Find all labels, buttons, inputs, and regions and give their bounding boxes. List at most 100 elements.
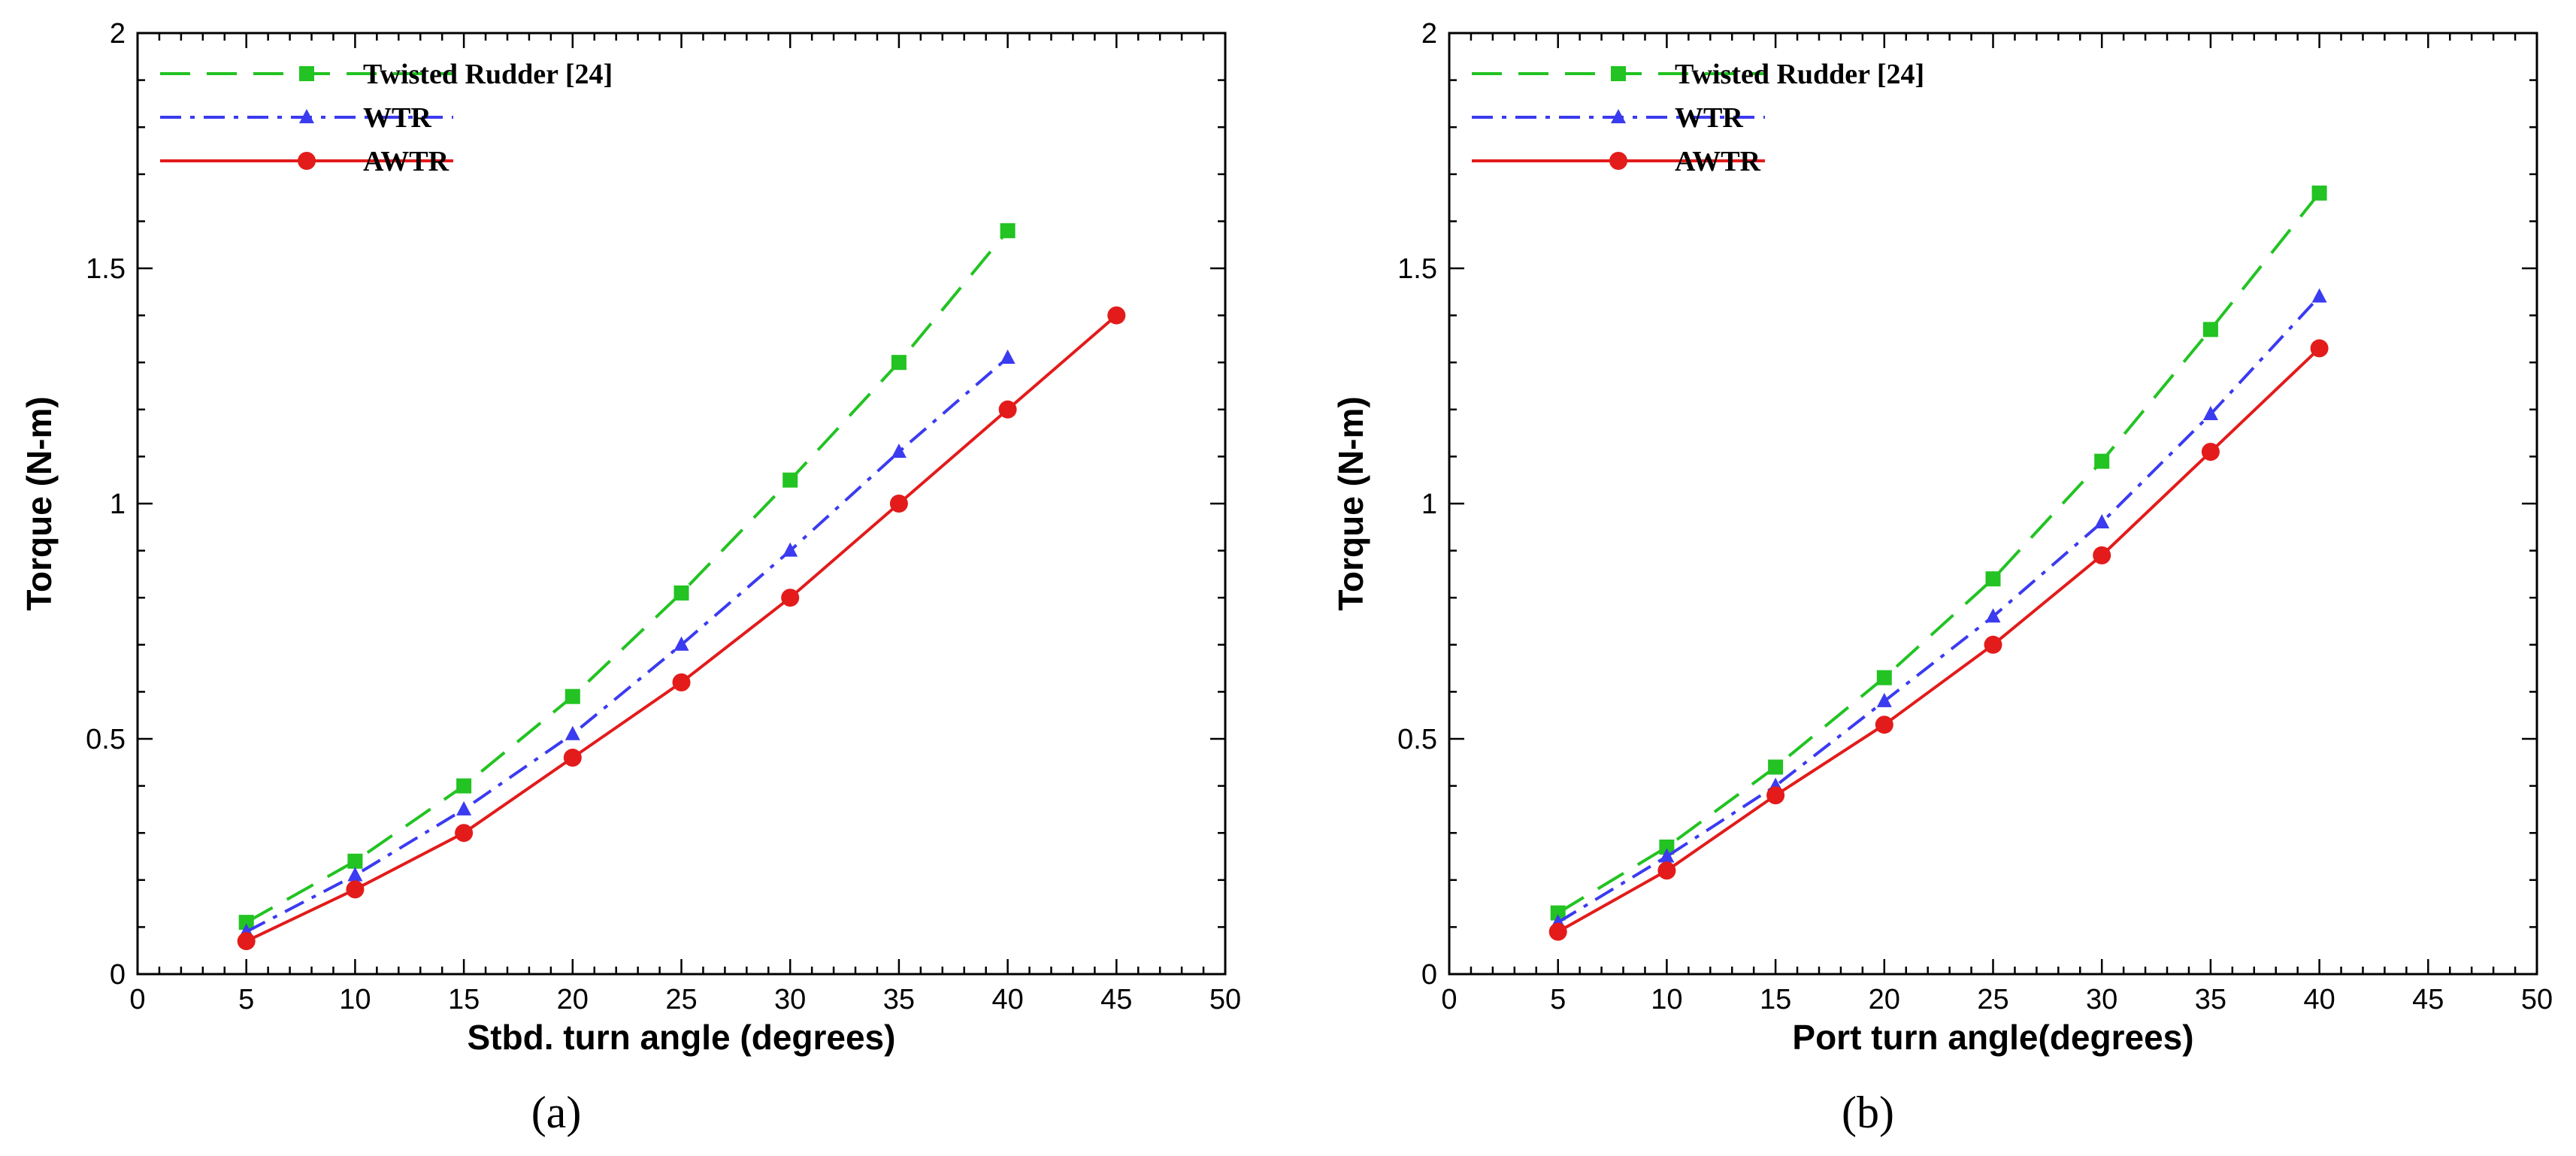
data-point-circle: [998, 400, 1017, 419]
data-point-triangle: [2094, 514, 2110, 529]
data-point-circle: [1984, 635, 2002, 654]
series-line: [1557, 346, 2320, 934]
legend-marker-circle: [1609, 152, 1627, 170]
x-tick-label: 15: [1760, 984, 1791, 1015]
data-point-triangle: [456, 800, 472, 816]
data-point-square: [238, 915, 254, 931]
x-tick-label: 45: [2412, 984, 2444, 1015]
data-point-triangle: [1876, 692, 1892, 707]
series-wtr: [1550, 288, 2327, 929]
x-tick-label: 30: [774, 984, 806, 1015]
data-point-circle: [237, 932, 256, 951]
data-point-triangle: [1659, 848, 1675, 863]
data-point-square: [891, 355, 907, 371]
data-point-circle: [1657, 861, 1676, 880]
data-point-circle: [1107, 306, 1126, 325]
x-tick-label: 10: [1651, 984, 1682, 1015]
data-point-circle: [1766, 786, 1785, 805]
x-tick-label: 35: [883, 984, 915, 1015]
legend-label: WTR: [1675, 102, 1743, 134]
x-axis-title: Stbd. turn angle (degrees): [468, 1018, 896, 1057]
data-point-square: [2311, 185, 2327, 201]
series-awtr: [237, 306, 1126, 951]
x-tick-label: 20: [557, 984, 589, 1015]
x-axis-title: Port turn angle(degrees): [1792, 1018, 2193, 1057]
legend-label: Twisted Rudder [24]: [1675, 59, 1924, 90]
data-point-square: [1768, 759, 1784, 775]
series-awtr: [1548, 339, 2329, 941]
data-point-circle: [455, 824, 474, 843]
data-point-triangle: [782, 542, 798, 557]
y-tick-label: 1: [1421, 489, 1437, 520]
y-axis-title: Torque (N-m): [20, 396, 59, 610]
x-tick-label: 50: [1209, 984, 1241, 1015]
legend-label: Twisted Rudder [24]: [363, 59, 613, 90]
x-tick-label: 25: [1977, 984, 2008, 1015]
x-tick-label: 0: [129, 984, 145, 1015]
data-point-triangle: [2311, 288, 2327, 303]
y-tick-label: 1: [110, 489, 126, 520]
y-tick-label: 0.5: [86, 724, 126, 755]
data-point-circle: [563, 749, 582, 767]
data-point-circle: [2201, 443, 2220, 461]
data-point-circle: [1548, 922, 1567, 941]
data-point-square: [1985, 571, 2001, 587]
data-point-square: [347, 853, 363, 869]
data-point-triangle: [565, 725, 580, 740]
data-point-square: [456, 778, 472, 794]
data-point-square: [2202, 322, 2218, 337]
data-point-triangle: [2202, 406, 2218, 421]
legend-entry: WTR: [160, 102, 453, 134]
data-point-triangle: [347, 867, 363, 882]
series-line: [245, 229, 1010, 924]
legend-entry: WTR: [1472, 102, 1765, 134]
data-point-triangle: [1985, 608, 2001, 623]
y-tick-label: 2: [1421, 18, 1437, 50]
series-line: [1557, 295, 2321, 924]
data-point-circle: [2093, 546, 2111, 564]
plot-frame: [136, 32, 1227, 976]
x-tick-label: 35: [2195, 984, 2226, 1015]
chart-panel-b: 0 5 10 15 20 25 30 35 40 45 50 0 0.5 1 1.5 2 Port turn a…: [1331, 18, 2553, 1137]
data-point-circle: [889, 495, 908, 513]
y-tick-label: 2: [110, 18, 126, 50]
y-tick-label: 0: [110, 959, 126, 991]
legend-marker-triangle: [299, 109, 314, 123]
x-tick-label: 15: [448, 984, 480, 1015]
data-point-square: [1000, 222, 1016, 238]
x-tick-label: 0: [1441, 984, 1457, 1015]
data-point-square: [1659, 839, 1675, 855]
x-tick-label: 10: [339, 984, 371, 1015]
data-point-triangle: [674, 636, 689, 651]
panel-caption: (b): [1842, 1088, 1894, 1137]
legend-entry: AWTR: [1472, 146, 1765, 177]
legend-entry: Twisted Rudder [24]: [160, 59, 613, 90]
series-twisted-rudder-24: [238, 222, 1016, 931]
x-tick-label: 40: [2303, 984, 2335, 1015]
y-tick-label: 1.5: [1397, 253, 1437, 285]
series-line: [245, 356, 1009, 934]
data-point-triangle: [1000, 349, 1016, 364]
data-point-circle: [2310, 339, 2329, 358]
legend-entry: Twisted Rudder [24]: [1472, 59, 1924, 90]
data-point-circle: [1875, 716, 1893, 734]
y-tick-label: 0: [1421, 959, 1437, 991]
x-tick-label: 45: [1100, 984, 1132, 1015]
x-tick-label: 50: [2521, 984, 2553, 1015]
legend-label: AWTR: [1675, 146, 1761, 177]
y-tick-label: 1.5: [86, 253, 126, 285]
x-tick-label: 25: [665, 984, 697, 1015]
x-tick-label: 30: [2086, 984, 2117, 1015]
legend-marker-circle: [298, 152, 316, 170]
data-point-square: [1550, 905, 1566, 921]
data-point-square: [782, 472, 798, 488]
legend-marker-square: [1611, 66, 1626, 81]
legend-marker-triangle: [1611, 109, 1626, 123]
chart-panel-a: 0 5 10 15 20 25 30 35 40 45 50 0 0.5 1 1.5 2 Stbd. turn …: [20, 18, 1241, 1137]
x-tick-label: 5: [238, 984, 254, 1015]
data-point-square: [1876, 670, 1892, 685]
series-twisted-rudder-24: [1550, 185, 2327, 921]
series-line: [1557, 192, 2321, 915]
data-point-square: [565, 688, 580, 704]
